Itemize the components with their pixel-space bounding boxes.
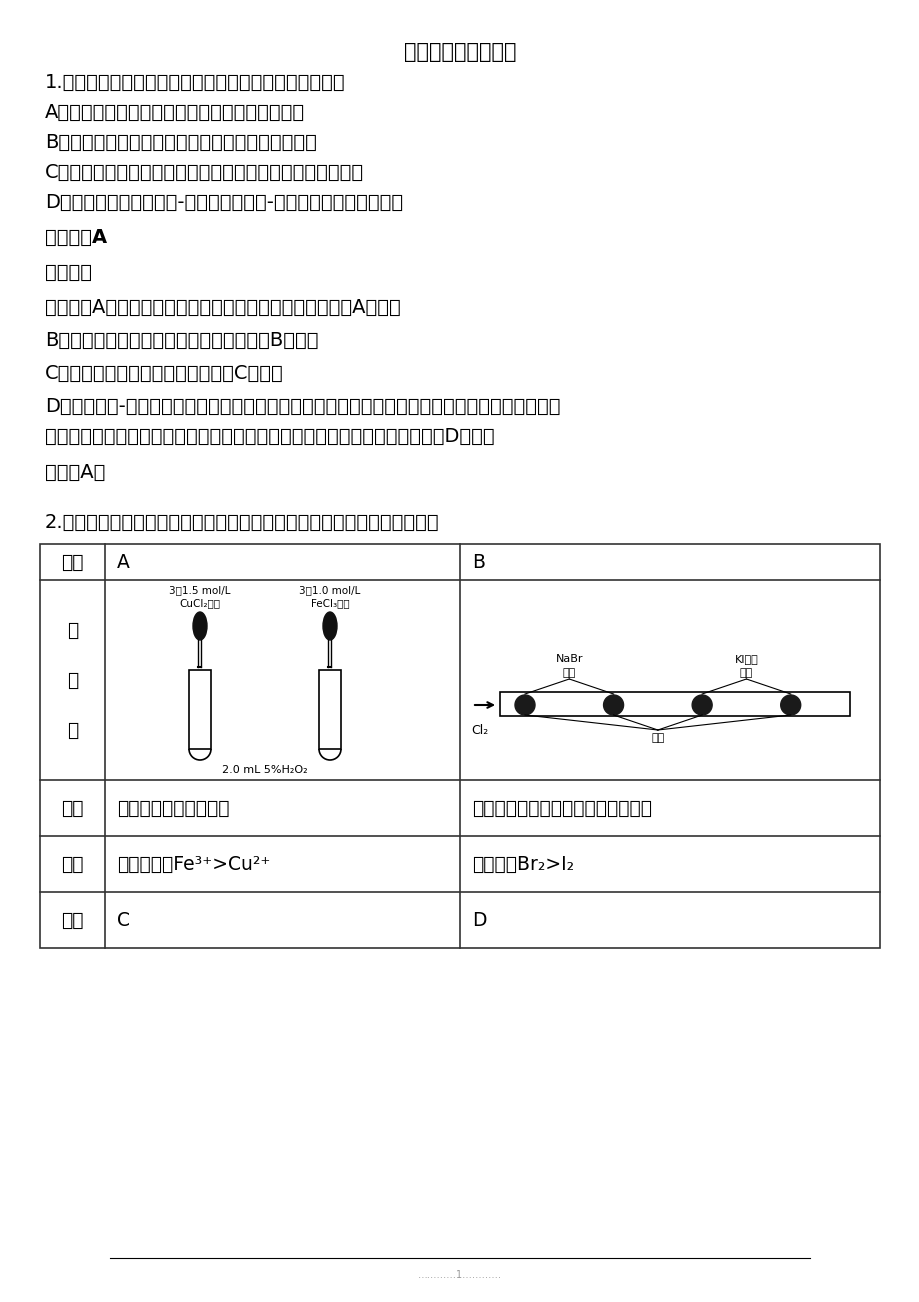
Text: D．偏二甲肼-四氧化二氮作燃料，会产生二氧化氮等污染物，发射神舟十一号飞船所用火箭的燃料: D．偏二甲肼-四氧化二氮作燃料，会产生二氧化氮等污染物，发射神舟十一号飞船所用火… xyxy=(45,397,560,415)
Circle shape xyxy=(691,695,711,715)
Ellipse shape xyxy=(323,612,336,641)
Text: 溶液: 溶液 xyxy=(562,668,575,678)
Ellipse shape xyxy=(193,612,207,641)
Text: 棉球: 棉球 xyxy=(651,733,664,743)
Text: B．硅是半导体材料，可用于制光电池，故B正确；: B．硅是半导体材料，可用于制光电池，故B正确； xyxy=(45,331,318,349)
Text: 2.控制变量是科学研究重要方法。由下列实验现象一定能得出相应结论的是: 2.控制变量是科学研究重要方法。由下列实验现象一定能得出相应结论的是 xyxy=(45,513,439,531)
Bar xyxy=(319,671,341,749)
Text: 【解析】: 【解析】 xyxy=(45,263,92,281)
Text: 【答案】A: 【答案】A xyxy=(45,228,107,246)
Text: 氧化性：Br₂>I₂: 氧化性：Br₂>I₂ xyxy=(471,854,573,874)
Text: 是液氧和煤油，产物为二氧化碳和水，燃料毒性小、污染少，有利于环保，故D正确；: 是液氧和煤油，产物为二氧化碳和水，燃料毒性小、污染少，有利于环保，故D正确； xyxy=(45,427,494,445)
Text: 答案选A。: 答案选A。 xyxy=(45,462,106,482)
Text: D．火箭推进剂使用煤油-液氧比偏二甲肼-四氧化二氮的环境污染小: D．火箭推进剂使用煤油-液氧比偏二甲肼-四氧化二氮的环境污染小 xyxy=(45,193,403,211)
Bar xyxy=(320,673,340,700)
Text: 置: 置 xyxy=(67,671,78,690)
Bar xyxy=(499,691,849,716)
Text: 哈尔滨六中化学试题: 哈尔滨六中化学试题 xyxy=(403,42,516,62)
Text: Cl₂: Cl₂ xyxy=(471,724,488,737)
Bar xyxy=(190,673,210,700)
Text: B: B xyxy=(471,552,484,572)
Text: C: C xyxy=(117,910,130,930)
Text: 3滴1.0 mol/L: 3滴1.0 mol/L xyxy=(299,585,360,595)
Text: C．港珠澳大桥钢筋表面的环氧树脂涂层属于合成高分子材料: C．港珠澳大桥钢筋表面的环氧树脂涂层属于合成高分子材料 xyxy=(45,163,364,181)
Text: 右边试管产生气泡较快: 右边试管产生气泡较快 xyxy=(117,798,229,818)
Text: 催化活性：Fe³⁺>Cu²⁺: 催化活性：Fe³⁺>Cu²⁺ xyxy=(117,854,270,874)
Text: FeCl₃溶液: FeCl₃溶液 xyxy=(311,598,349,608)
Text: 2.0 mL 5%H₂O₂: 2.0 mL 5%H₂O₂ xyxy=(222,766,308,775)
Text: 3滴1.5 mol/L: 3滴1.5 mol/L xyxy=(169,585,231,595)
Text: 选项: 选项 xyxy=(62,552,84,572)
Text: CuCl₂溶液: CuCl₂溶液 xyxy=(179,598,221,608)
Text: 1.化学与科技、社会、生产密切相关，下列说法错误的是: 1.化学与科技、社会、生产密切相关，下列说法错误的是 xyxy=(45,73,346,91)
Circle shape xyxy=(603,695,623,715)
Text: 图: 图 xyxy=(67,720,78,740)
Text: A．我国出土的青铜礼器司母戊鼎是铜和铁的合金: A．我国出土的青铜礼器司母戊鼎是铜和铁的合金 xyxy=(45,103,305,121)
Text: A: A xyxy=(117,552,130,572)
Text: 【详解】A．司母戊鼎的主要成分是青铜，是铜锡合金，故A错误；: 【详解】A．司母戊鼎的主要成分是青铜，是铜锡合金，故A错误； xyxy=(45,297,401,316)
Text: 结论: 结论 xyxy=(62,854,84,874)
Bar xyxy=(40,544,879,948)
Text: KI淀粉: KI淀粉 xyxy=(733,654,757,664)
Text: 装: 装 xyxy=(67,621,78,639)
Bar xyxy=(188,671,210,749)
Text: 现象: 现象 xyxy=(62,798,84,818)
Text: NaBr: NaBr xyxy=(555,654,583,664)
Circle shape xyxy=(780,695,800,715)
Text: D: D xyxy=(471,910,486,930)
Text: C．环氧树脂属于高分子化合物，故C正确；: C．环氧树脂属于高分子化合物，故C正确； xyxy=(45,363,283,383)
Text: …………1…………: …………1………… xyxy=(417,1269,502,1280)
Text: 左边棉球变棕黄色，右边棉球变蓝色: 左边棉球变棕黄色，右边棉球变蓝色 xyxy=(471,798,652,818)
Text: 选项: 选项 xyxy=(62,910,84,930)
Circle shape xyxy=(515,695,535,715)
Text: 溶液: 溶液 xyxy=(739,668,753,678)
Text: B．高纯硅具有良好的半导体性能，可用于制光电池: B．高纯硅具有良好的半导体性能，可用于制光电池 xyxy=(45,133,316,151)
